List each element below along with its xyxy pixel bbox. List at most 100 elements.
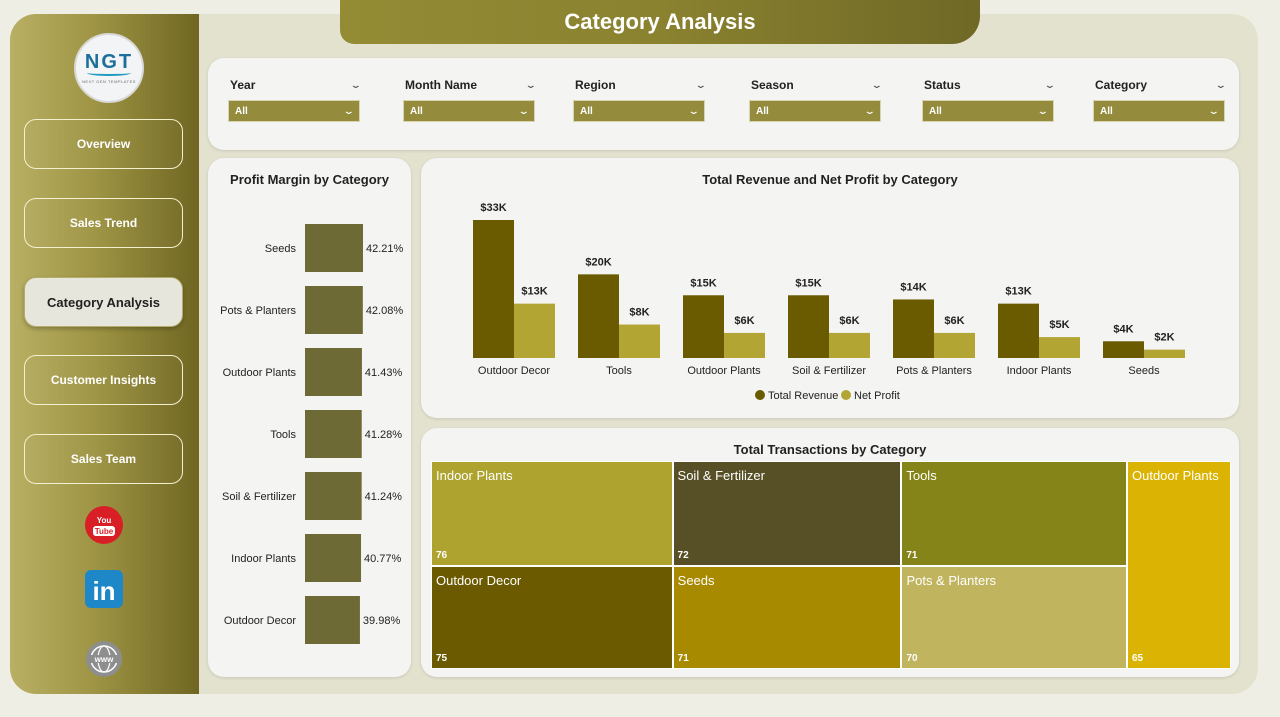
pm-category-label: Outdoor Plants <box>223 367 297 379</box>
nav-sales-team-button[interactable]: Sales Team <box>24 434 183 484</box>
category-tick-label: Tools <box>606 365 632 377</box>
revenue-bar <box>683 295 724 358</box>
bar-value-label: $33K <box>480 202 506 214</box>
bar-value-label: $2K <box>1154 332 1174 344</box>
revenue-bar <box>473 220 514 358</box>
profit-margin-title: Profit Margin by Category <box>230 172 389 187</box>
youtube-text-2: Tube <box>95 527 114 536</box>
treemap-cell[interactable]: Soil & Fertilizer 72 <box>672 461 902 566</box>
legend-marker <box>755 390 765 400</box>
nav-category-analysis-button[interactable]: Category Analysis <box>24 277 183 327</box>
treemap-cell-name: Tools <box>906 468 937 483</box>
nav-label: Sales Team <box>70 452 137 466</box>
pm-bar <box>305 286 363 334</box>
chevron-down-icon[interactable]: ⌄ <box>525 79 538 90</box>
treemap-cell[interactable]: Outdoor Decor 75 <box>431 565 673 669</box>
pm-category-label: Seeds <box>265 243 297 255</box>
profit-margin-panel: Profit Margin by Category Seeds 42.21% Pot… <box>208 158 411 677</box>
chevron-down-icon[interactable]: ⌄ <box>1215 79 1228 90</box>
category-tick-label: Indoor Plants <box>1007 365 1072 377</box>
treemap-cell[interactable]: Pots & Planters 70 <box>901 565 1127 669</box>
treemap-cell-value: 72 <box>677 549 689 561</box>
legend-label: Net Profit <box>854 390 900 402</box>
profit-bar <box>514 303 555 358</box>
website-globe-icon[interactable]: www <box>84 639 124 679</box>
filter-season: Season ⌄ All ⌄ <box>749 76 884 122</box>
revenue-bar <box>578 274 619 358</box>
page-title: Category Analysis <box>564 9 756 34</box>
revenue-profit-panel: Total Revenue and Net Profit by Category… <box>421 158 1239 418</box>
chevron-down-icon[interactable]: ⌄ <box>695 79 708 90</box>
logo-wave-icon <box>87 70 131 76</box>
filter-status: Status ⌄ All ⌄ <box>922 76 1057 122</box>
treemap-cell[interactable]: Indoor Plants 76 <box>431 461 673 566</box>
pm-category-label: Pots & Planters <box>220 305 296 317</box>
treemap-cell[interactable]: Seeds 71 <box>672 565 902 669</box>
pm-value-label: 39.98% <box>363 615 401 627</box>
chevron-down-icon: ⌄ <box>343 105 356 116</box>
treemap-cell-value: 70 <box>906 652 918 664</box>
bar-value-label: $13K <box>1005 286 1031 298</box>
select-value: All <box>756 105 769 117</box>
filter-label: Season <box>751 78 794 92</box>
filter-region: Region ⌄ All ⌄ <box>573 76 708 122</box>
filter-month-name: Month Name ⌄ All ⌄ <box>403 76 538 122</box>
revenue-bar <box>788 295 829 358</box>
nav-sales-trend-button[interactable]: Sales Trend <box>24 198 183 248</box>
chevron-down-icon[interactable]: ⌄ <box>350 79 363 90</box>
chevron-down-icon[interactable]: ⌄ <box>1044 79 1057 90</box>
pm-value-label: 41.43% <box>365 367 403 379</box>
month-name-select[interactable]: All ⌄ <box>403 100 535 122</box>
nav-label: Sales Trend <box>69 216 138 230</box>
profit-bar <box>619 324 660 358</box>
revenue-bar <box>1103 341 1144 358</box>
revenue-bar <box>893 299 934 358</box>
profit-bar <box>1144 349 1185 358</box>
bar-value-label: $6K <box>734 315 754 327</box>
select-value: All <box>580 105 593 117</box>
bar-value-label: $6K <box>944 315 964 327</box>
pm-value-label: 42.21% <box>366 243 404 255</box>
select-value: All <box>929 105 942 117</box>
chevron-down-icon[interactable]: ⌄ <box>871 79 884 90</box>
pm-bar <box>305 410 362 458</box>
category-tick-label: Seeds <box>1128 365 1160 377</box>
select-value: All <box>1100 105 1113 117</box>
pm-category-label: Outdoor Decor <box>224 615 296 627</box>
category-select[interactable]: All ⌄ <box>1093 100 1225 122</box>
filter-panel: Year ⌄ All ⌄ Month Name ⌄ All ⌄ Region ⌄ All ⌄… <box>208 58 1239 150</box>
pm-bar <box>305 224 363 272</box>
region-select[interactable]: All ⌄ <box>573 100 705 122</box>
treemap-cell-name: Seeds <box>677 572 715 588</box>
bar-value-label: $8K <box>629 307 649 319</box>
profit-bar <box>934 332 975 358</box>
treemap-cell[interactable]: Tools 71 <box>901 461 1127 566</box>
nav-label: Customer Insights <box>50 373 157 387</box>
profit-margin-chart: Seeds 42.21% Pots & Planters 42.08% Outdoor … <box>220 224 404 644</box>
profit-bar <box>1039 337 1080 358</box>
bar-value-label: $15K <box>690 277 716 289</box>
season-select[interactable]: All ⌄ <box>749 100 881 122</box>
bar-value-label: $15K <box>795 277 821 289</box>
revenue-profit-title: Total Revenue and Net Profit by Category <box>702 172 958 187</box>
filter-label: Year <box>230 78 256 92</box>
linkedin-icon[interactable]: in <box>84 569 124 609</box>
transactions-treemap: Indoor Plants 76 Soil & Fertilizer 72 Tools 7… <box>431 461 1231 669</box>
bar-value-label: $5K <box>1049 319 1069 331</box>
category-tick-label: Soil & Fertilizer <box>792 365 866 377</box>
chevron-down-icon: ⌄ <box>1208 105 1221 116</box>
treemap-cell-name: Indoor Plants <box>436 468 513 483</box>
company-logo: NGT NEXT GEN TEMPLATES <box>74 33 144 103</box>
treemap-cell-value: 65 <box>1132 653 1144 664</box>
youtube-icon[interactable]: You Tube <box>84 505 124 545</box>
status-select[interactable]: All ⌄ <box>922 100 1054 122</box>
nav-overview-button[interactable]: Overview <box>24 119 183 169</box>
profit-bar <box>829 332 870 358</box>
pm-bar <box>305 534 362 582</box>
transactions-title: Total Transactions by Category <box>733 442 927 457</box>
treemap-cell[interactable]: Outdoor Plants 65 <box>1127 461 1231 669</box>
nav-customer-insights-button[interactable]: Customer Insights <box>24 355 183 405</box>
filter-label: Region <box>575 78 616 92</box>
treemap-cell-value: 71 <box>906 549 918 561</box>
year-select[interactable]: All ⌄ <box>228 100 360 122</box>
